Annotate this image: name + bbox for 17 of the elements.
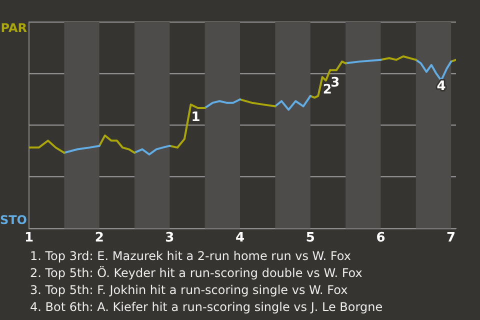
x-tick-label: 7 [446, 230, 456, 246]
x-tick-label: 1 [24, 230, 34, 246]
text: 2. Top 5th: Ö. Keyder hit a run-scoring double vs W. Fox [30, 265, 364, 282]
x-tick-label: 2 [94, 230, 104, 246]
text: PAR [0, 21, 27, 35]
text: 4. Bot 6th: A. Kiefer hit a run-scoring single vs J. Le Borgne [30, 299, 384, 316]
text: 1. Top 3rd: E. Mazurek hit a 2-run home run vs W. Fox [30, 248, 352, 265]
x-tick-label: 4 [236, 230, 245, 246]
text: STO [0, 213, 27, 228]
text: 3. Top 5th: F. Jokhin hit a run-scoring single vs W. Fox [30, 282, 349, 299]
annotation: 2 [322, 82, 332, 98]
annotation: 4 [436, 78, 446, 94]
annotation: 3 [330, 76, 340, 91]
x-tick-label: 3 [165, 230, 174, 246]
x-tick-label: 6 [376, 230, 386, 246]
x-tick-label: 5 [306, 230, 315, 246]
annotation: 1 [191, 110, 200, 125]
